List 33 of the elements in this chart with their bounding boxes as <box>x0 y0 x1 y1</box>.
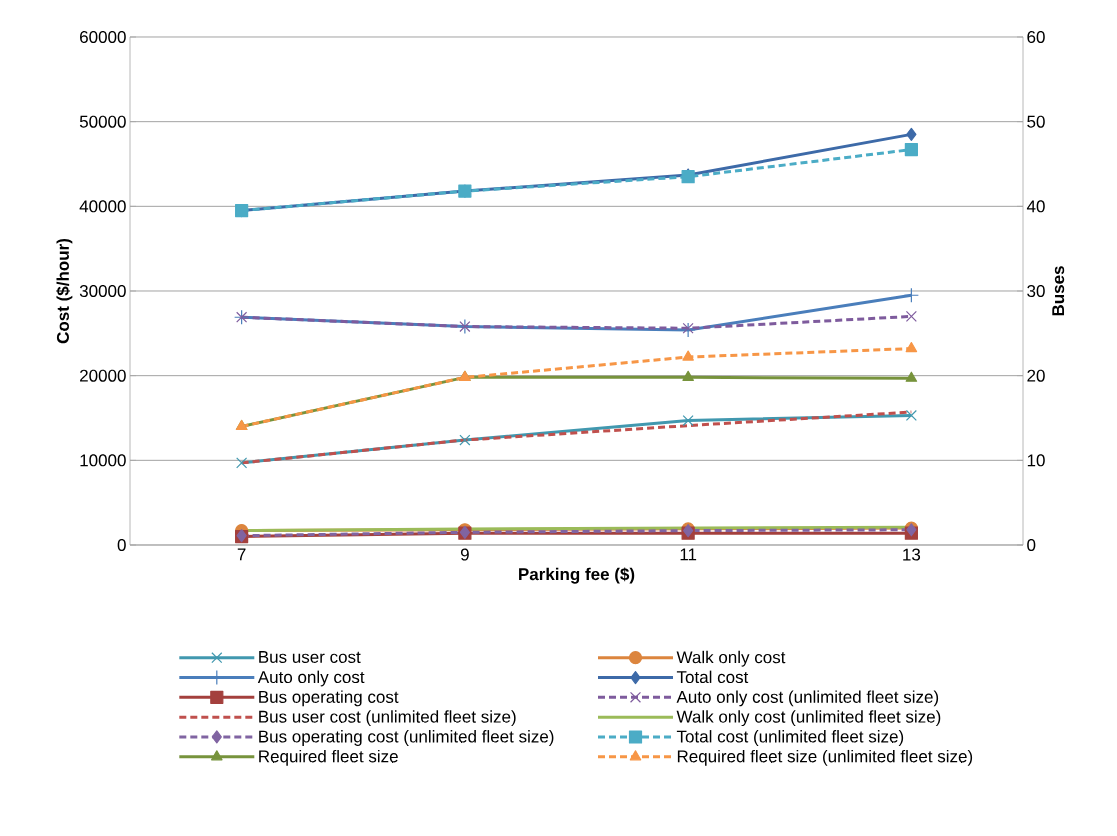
legend-label: Bus operating cost (unlimited fleet size) <box>259 730 554 746</box>
x-axis-title: Parking fee ($) <box>519 567 635 584</box>
x-tick-label: 9 <box>460 548 469 561</box>
y2-tick-label: 60 <box>1027 30 1045 44</box>
y-tick-label: 60000 <box>80 30 126 44</box>
y-tick-label: 40000 <box>79 200 126 213</box>
y-tick-label: 0 <box>117 538 126 552</box>
x-tick-label: 7 <box>237 548 246 561</box>
legend-label: Bus user cost <box>259 651 361 663</box>
y2-tick-label: 50 <box>1027 115 1045 128</box>
legend-label: Walk only cost <box>676 650 786 667</box>
x-tick-label: 13 <box>903 548 921 561</box>
legend-label: Auto only cost (unlimited fleet size) <box>676 690 939 707</box>
legend-label: Total cost (unlimited fleet size) <box>676 730 904 746</box>
y-axis-title: Cost ($/hour) <box>56 238 73 344</box>
legend-label: Required fleet size <box>259 749 398 766</box>
y2-tick-label: 30 <box>1027 284 1045 298</box>
legend-label: Bus user cost (unlimited fleet size) <box>259 710 516 727</box>
y-tick-label: 30000 <box>79 284 126 298</box>
y-tick-label: 10000 <box>80 454 126 467</box>
x-tick-label: 11 <box>680 548 697 561</box>
y2-axis-title: Buses <box>1052 266 1065 316</box>
y2-tick-label: 40 <box>1026 200 1045 213</box>
y2-tick-label: 20 <box>1027 369 1045 382</box>
y-tick-label: 50000 <box>79 115 126 128</box>
legend-label: Total cost <box>676 670 749 684</box>
legend-label: Bus operating cost <box>259 690 399 707</box>
y-tick-label: 20000 <box>80 369 126 382</box>
legend-label: Walk only cost (unlimited fleet size) <box>676 710 941 727</box>
y2-tick-label: 10 <box>1027 454 1045 467</box>
legend-label: Required fleet size (unlimited fleet size) <box>677 749 973 766</box>
legend-label: Auto only cost <box>257 670 365 687</box>
y2-tick-label: 0 <box>1027 538 1036 552</box>
